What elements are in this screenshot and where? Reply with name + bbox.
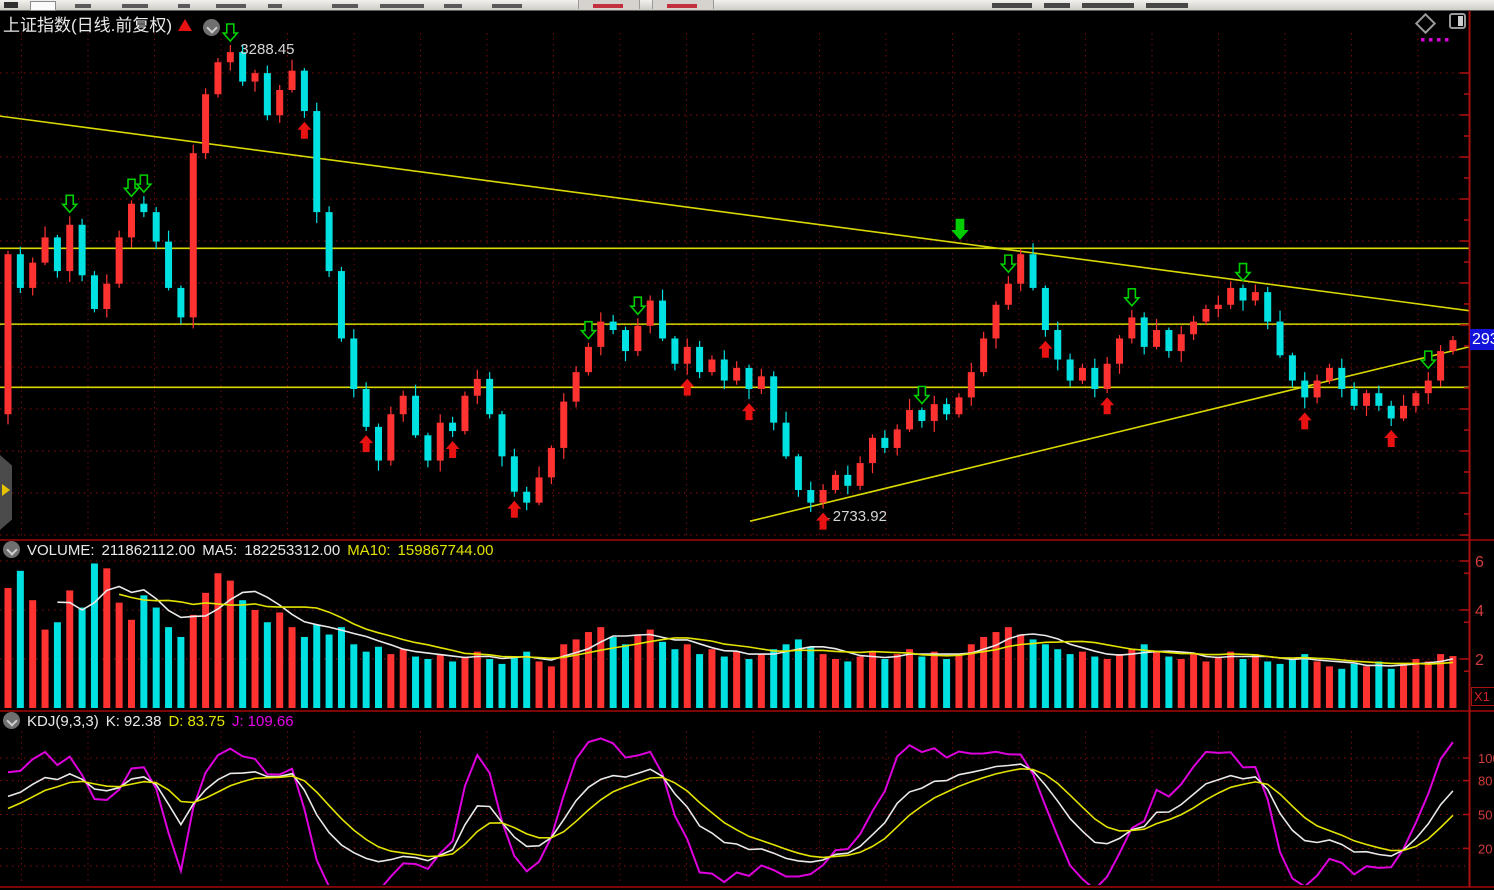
sell-arrow-icon — [1419, 350, 1438, 370]
gridlines — [0, 33, 1469, 884]
kdj-pane-header: KDJ(9,3,3) K: 92.38 D: 83.75 J: 109.66 — [3, 712, 301, 730]
ma5-label: MA5: — [202, 542, 238, 559]
sell-arrow-icon — [579, 320, 598, 340]
right-axis: 6 4 2 100 80 50 20 — [0, 10, 1494, 888]
trend-up-icon — [178, 19, 193, 31]
menubar — [0, 0, 1494, 11]
menubar-fragment — [332, 4, 358, 8]
buy-arrow-icon — [507, 500, 522, 518]
d-value: 83.75 — [187, 713, 225, 730]
menubar-buy-button[interactable] — [578, 0, 640, 9]
signal-arrows — [60, 23, 1449, 530]
buy-arrow-icon — [742, 403, 756, 421]
symbol-title: 上证指数(日线.前复权) — [3, 16, 173, 35]
menubar-fragment — [1044, 3, 1070, 8]
svg-text:←2733.92: ←2733.92 — [818, 508, 887, 525]
sell-arrow-icon — [1123, 288, 1141, 308]
chevron-down-icon[interactable] — [203, 19, 221, 36]
menubar-fragment — [268, 4, 282, 8]
kdj-layer — [7, 737, 1454, 885]
j-label: J: — [231, 713, 244, 730]
buy-arrow-icon — [1100, 397, 1115, 415]
kdj-title: KDJ(9,3,3) — [27, 713, 99, 730]
chevron-down-icon[interactable] — [3, 712, 20, 729]
window-controls — [1414, 12, 1466, 36]
svg-text:4: 4 — [1475, 603, 1484, 620]
ma10-label: MA10: — [347, 542, 391, 559]
sell-arrow-filled-icon — [951, 218, 969, 240]
menubar-fragment — [216, 4, 246, 8]
sell-arrow-icon — [913, 385, 931, 405]
menubar-fragment — [1082, 3, 1134, 8]
sell-arrow-icon — [221, 23, 240, 43]
diamond-icon[interactable] — [1414, 12, 1437, 35]
menubar-field[interactable] — [30, 1, 56, 11]
buy-arrow-icon — [1384, 430, 1399, 448]
k-label: K: — [105, 713, 120, 730]
sell-arrow-icon — [999, 254, 1018, 274]
menubar-fragment — [444, 4, 462, 8]
svg-text:6: 6 — [1475, 554, 1484, 571]
menubar-fragment — [492, 4, 522, 8]
sell-arrow-icon — [60, 194, 79, 214]
buy-arrow-icon — [1038, 340, 1053, 358]
svg-text:50: 50 — [1478, 808, 1492, 823]
menubar-fragment — [122, 4, 148, 8]
buy-arrow-icon — [816, 512, 831, 530]
menubar-fragment — [992, 3, 1032, 8]
ma10-value: 159867744.00 — [397, 542, 494, 559]
buy-arrow-icon — [359, 435, 374, 453]
volume-label: VOLUME: — [27, 542, 95, 559]
left-panel-expand-handle[interactable] — [0, 455, 12, 530]
ma5-value: 182253312.00 — [244, 542, 341, 559]
menubar-sell-button[interactable] — [652, 0, 714, 9]
current-price-tag: 293 — [1470, 329, 1494, 350]
main-chart-header: 上证指数(日线.前复权) — [3, 11, 227, 36]
sell-arrow-icon — [629, 296, 647, 316]
menubar-fragment — [178, 4, 190, 8]
split-window-icon[interactable] — [1449, 13, 1466, 29]
expand-arrow-icon — [2, 484, 10, 496]
volume-value: 211862112.00 — [101, 542, 196, 559]
svg-text:80: 80 — [1478, 774, 1492, 789]
buy-arrow-icon — [680, 378, 695, 396]
menubar-icon — [4, 2, 18, 8]
svg-text:20: 20 — [1478, 841, 1492, 856]
svg-text:3288.45: 3288.45 — [240, 41, 294, 58]
volume-pane-header: VOLUME: 211862112.00 MA5: 182253312.00 MA10:… — [3, 541, 500, 559]
sell-arrow-icon — [1234, 262, 1252, 282]
sell-arrow-icon — [122, 178, 141, 198]
volume-layer — [4, 563, 1457, 708]
candlestick-layer: 3288.45 ←2733.92 — [0, 41, 1470, 525]
svg-text:100: 100 — [1478, 751, 1494, 766]
buy-arrow-icon — [297, 121, 312, 139]
d-label: D: — [168, 713, 184, 730]
sell-arrow-icon — [135, 174, 153, 194]
buy-arrow-icon — [445, 440, 460, 458]
menubar-fragment — [1146, 3, 1188, 8]
menubar-fragment — [380, 4, 424, 8]
k-value: 92.38 — [123, 713, 162, 730]
svg-text:2: 2 — [1475, 652, 1484, 669]
j-value: 109.66 — [247, 713, 294, 730]
buy-arrow-icon — [1297, 412, 1312, 430]
x1-coordinate-button[interactable]: X1 — [1471, 687, 1494, 706]
menubar-fragment — [75, 4, 91, 8]
chevron-down-icon[interactable] — [3, 541, 20, 558]
